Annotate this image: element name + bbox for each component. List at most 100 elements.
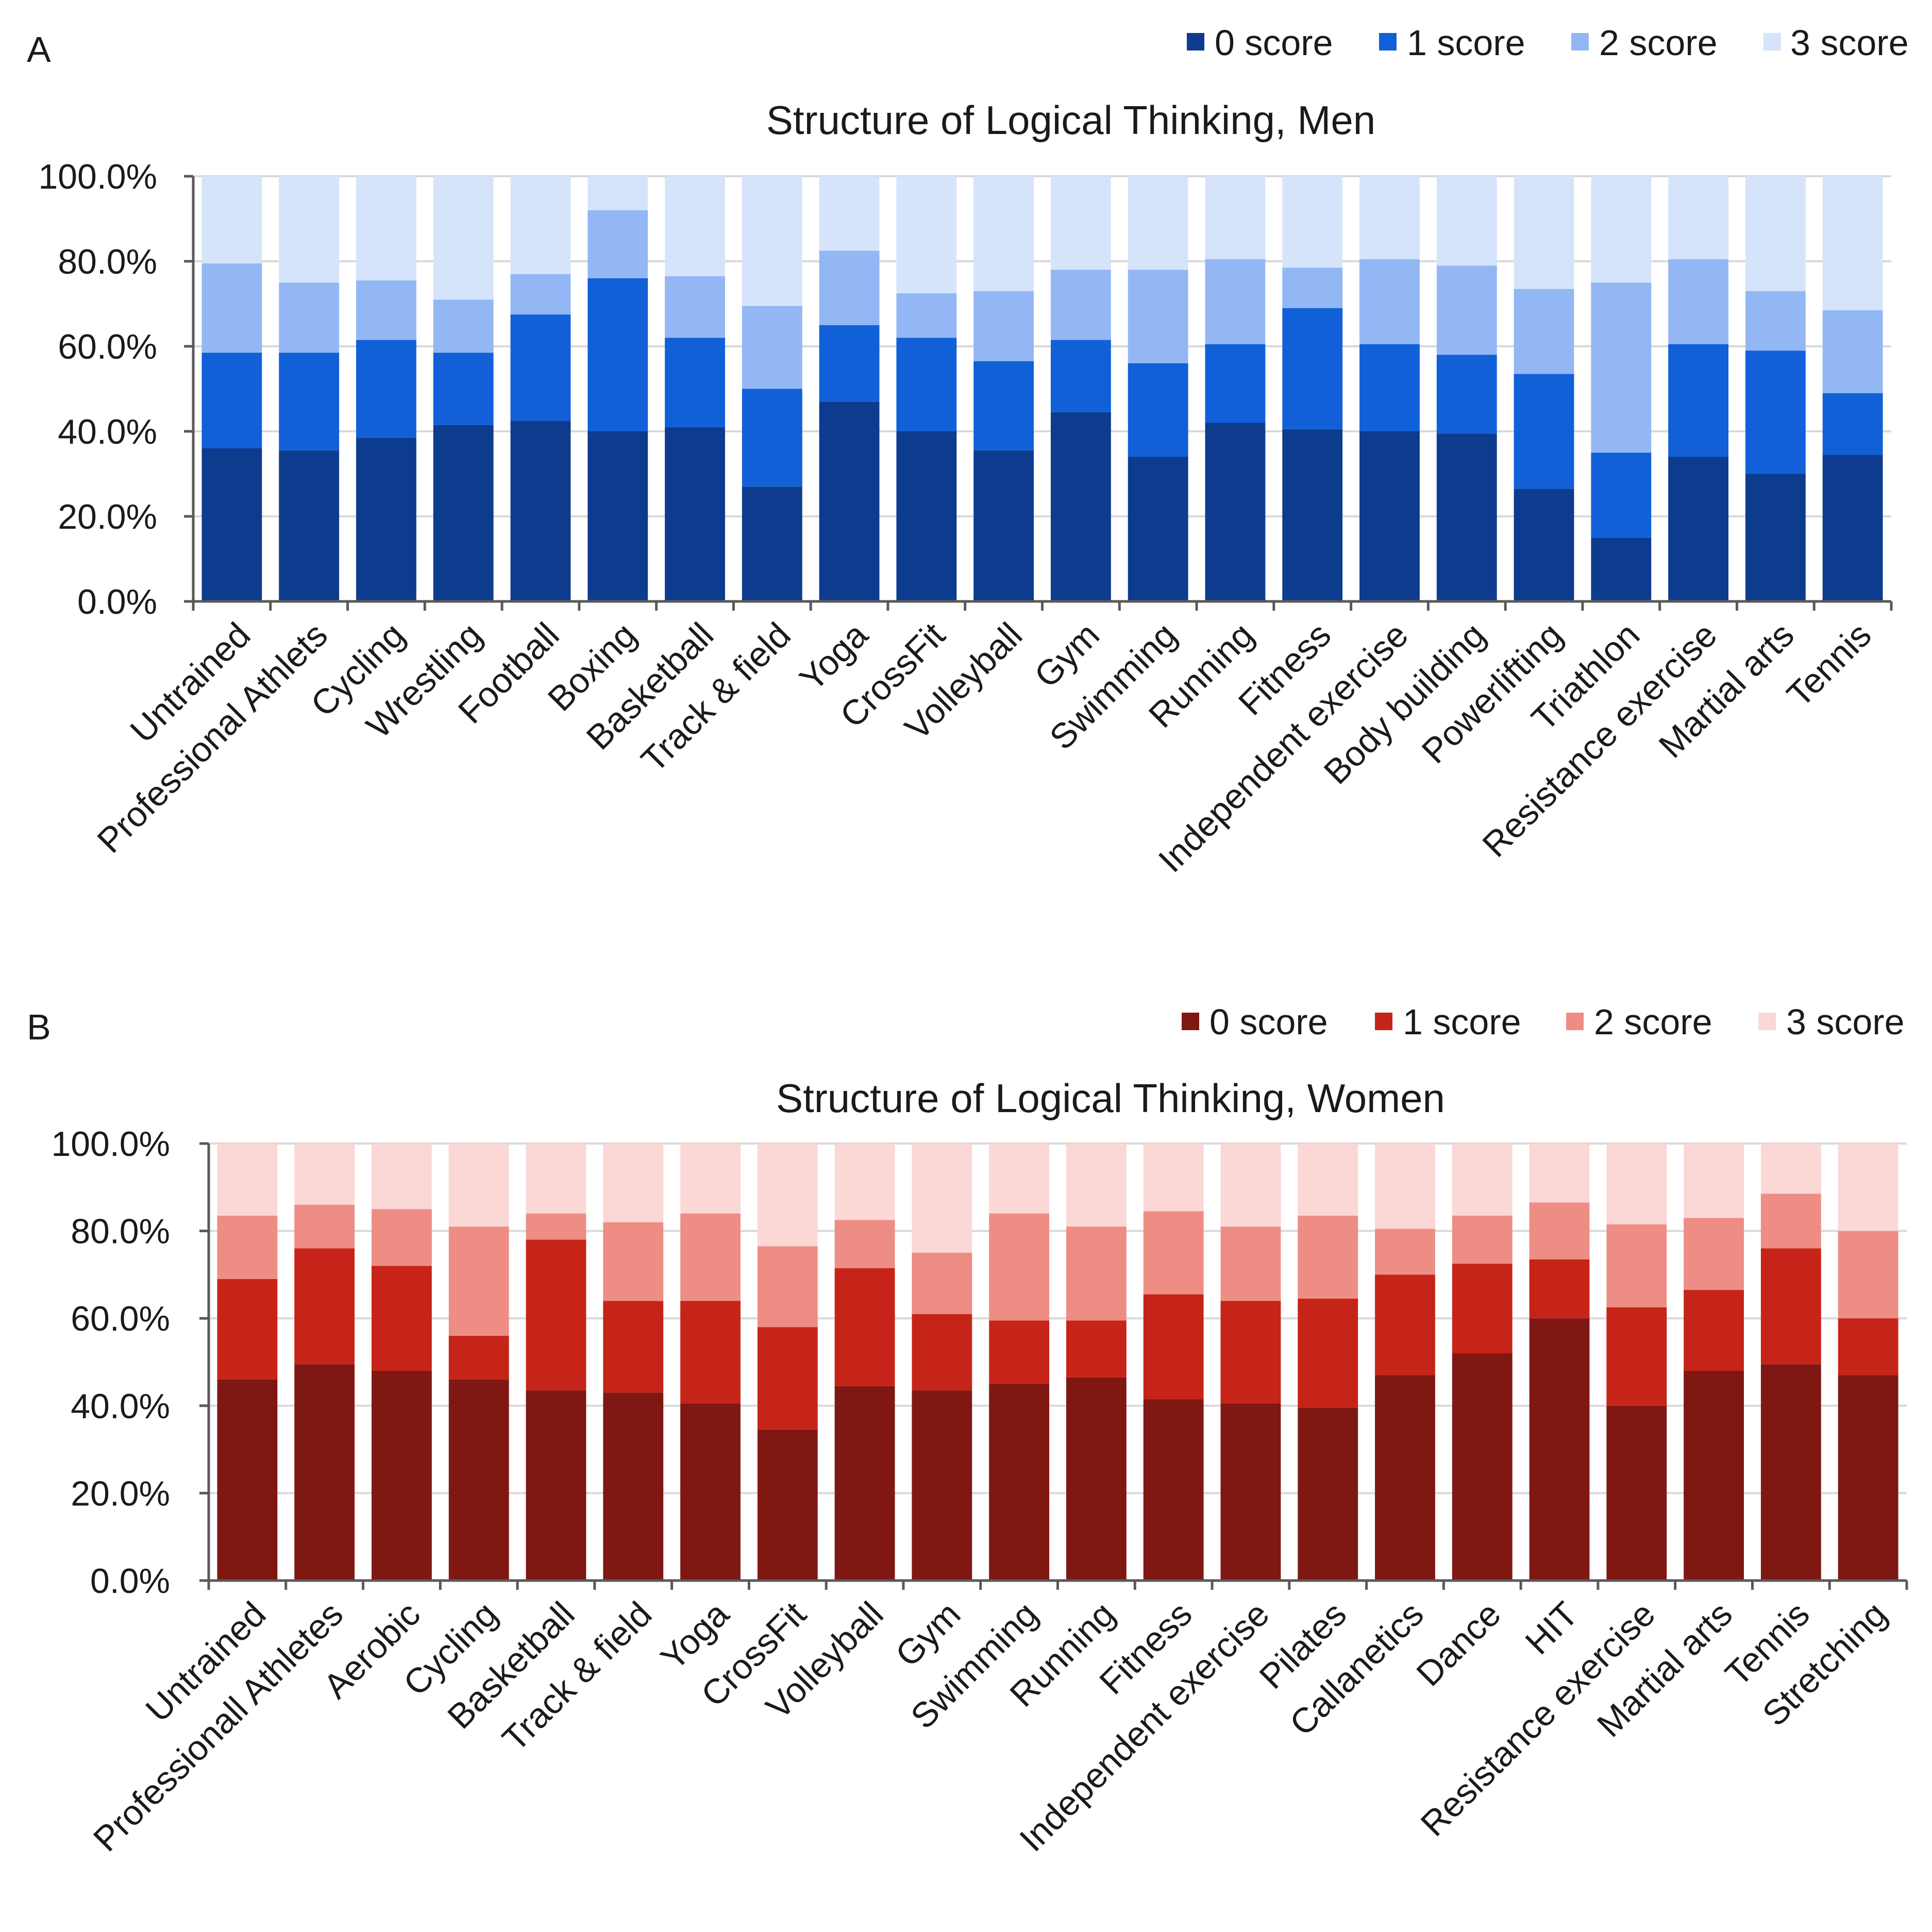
bar-segment-1-score (1822, 393, 1883, 455)
legend-label: 2 score (1594, 1002, 1712, 1042)
legend-label: 3 score (1790, 23, 1909, 63)
bar-segment-1-score (294, 1248, 355, 1365)
bar-segment-1-score (1591, 452, 1652, 538)
bar-stack (1066, 1144, 1127, 1581)
bar-stack (1529, 1144, 1590, 1581)
bar-segment-1-score (757, 1327, 818, 1430)
bar-stack (1050, 176, 1111, 601)
bar-segment-3-score (1128, 176, 1188, 270)
bar-segment-0-score (1359, 431, 1420, 601)
bar-segment-2-score (1282, 267, 1343, 308)
legend-swatch (1566, 1013, 1584, 1030)
bar-segment-1-score (1452, 1264, 1513, 1354)
bar-stack (510, 176, 571, 601)
bar-stack (356, 176, 416, 601)
bar-segment-0-score (1128, 457, 1188, 601)
bar-segment-2-score (526, 1213, 586, 1240)
bar-segment-0-score (526, 1390, 586, 1581)
bar-stack (1282, 176, 1343, 601)
bar-segment-2-score (819, 250, 880, 325)
bar-segment-2-score (1591, 282, 1652, 453)
bar-stack (1514, 176, 1574, 601)
x-category-label: Dance (1409, 1594, 1508, 1694)
legend-item: 2 score (1566, 1002, 1712, 1042)
bar-segment-2-score (665, 276, 725, 338)
bar-segment-3-score (587, 176, 648, 210)
bar-segment-1-score (1514, 374, 1574, 489)
bar-segment-2-score (603, 1222, 664, 1301)
y-tick-label: 100.0% (51, 1124, 170, 1164)
bar-segment-0-score (1838, 1375, 1899, 1581)
bar-segment-0-score (819, 401, 880, 601)
bar-segment-3-score (1205, 176, 1266, 259)
bar-segment-3-score (526, 1144, 586, 1214)
bar-segment-3-score (834, 1144, 895, 1220)
bar-segment-2-score (742, 306, 802, 389)
legend-swatch (1379, 33, 1397, 51)
bar-segment-1-score (448, 1336, 509, 1380)
bar-segment-3-score (1452, 1144, 1513, 1216)
bar-segment-1-score (896, 338, 957, 431)
bar-segment-3-score (912, 1144, 972, 1253)
bar-segment-1-score (1220, 1301, 1281, 1404)
panel-women: B 0 score 1 score 2 score 3 score Struct… (27, 1002, 1908, 1859)
bar-stack (1606, 1144, 1667, 1581)
bar-stack (201, 176, 262, 601)
y-tick-label: 60.0% (58, 327, 157, 366)
bar-segment-0-score (510, 421, 571, 601)
y-tick-label: 0.0% (77, 582, 157, 621)
bar-segment-3-score (989, 1144, 1050, 1214)
bar-segment-3-score (1668, 176, 1728, 259)
bar-segment-0-score (912, 1390, 972, 1581)
panel-men: A 0 score 1 score 2 score 3 score Struct… (27, 23, 1909, 880)
bar-stack (448, 1144, 509, 1581)
bar-segment-2-score (1375, 1229, 1435, 1275)
bar-segment-1-score (819, 325, 880, 402)
bar-segment-0-score (279, 450, 340, 601)
bar-segment-3-score (510, 176, 571, 274)
bar-segment-3-score (1684, 1144, 1744, 1218)
bar-segment-1-score (1128, 363, 1188, 457)
bar-segment-3-score (1220, 1144, 1281, 1227)
bar-segment-2-score (356, 280, 416, 340)
legend-women: 0 score 1 score 2 score 3 score (1182, 1002, 1905, 1042)
legend-swatch (1571, 33, 1589, 51)
legend-swatch (1187, 33, 1204, 51)
bar-segment-3-score (1606, 1144, 1667, 1224)
bar-segment-2-score (680, 1213, 741, 1301)
bar-segment-1-score (587, 278, 648, 431)
bar-segment-0-score (1298, 1408, 1358, 1581)
legend-label: 1 score (1407, 23, 1525, 63)
bar-segment-0-score (896, 431, 957, 601)
bar-stack (1298, 1144, 1358, 1581)
bar-segment-1-score (742, 389, 802, 487)
bar-segment-0-score (603, 1392, 664, 1581)
legend-item: 0 score (1182, 1002, 1328, 1042)
bar-segment-1-score (526, 1239, 586, 1391)
bar-segment-2-score (1436, 265, 1497, 355)
bar-segment-1-score (1436, 355, 1497, 434)
bar-segment-2-score (912, 1253, 972, 1314)
bar-segment-3-score (1514, 176, 1574, 289)
bar-segment-0-score (680, 1403, 741, 1581)
legend-item: 1 score (1379, 23, 1525, 63)
bar-segment-3-score (279, 176, 340, 283)
y-tick-labels: 0.0% 20.0% 40.0% 60.0% 80.0% 100.0% (51, 1124, 170, 1601)
chart-title: Structure of Logical Thinking, Women (776, 1076, 1445, 1121)
y-tick-label: 80.0% (71, 1212, 170, 1251)
bar-segment-1-score (973, 361, 1034, 451)
bar-segment-0-score (1375, 1375, 1435, 1581)
bar-segment-3-score (757, 1144, 818, 1247)
bar-segment-0-score (834, 1386, 895, 1581)
bar-segment-3-score (1282, 176, 1343, 268)
bar-segment-0-score (1822, 455, 1883, 601)
legend-label: 2 score (1599, 23, 1718, 63)
bar-segment-2-score (448, 1227, 509, 1336)
bar-stack (217, 1144, 278, 1581)
bar-segment-1-score (201, 352, 262, 448)
bar-stack (1822, 176, 1883, 601)
bar-segment-2-score (1220, 1227, 1281, 1301)
y-tick-label: 0.0% (90, 1561, 170, 1601)
bar-stack (294, 1144, 355, 1581)
